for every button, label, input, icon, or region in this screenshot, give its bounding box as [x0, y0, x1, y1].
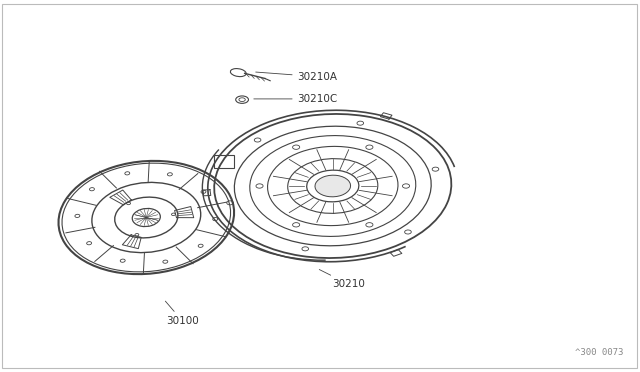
Text: ^300 0073: ^300 0073: [575, 348, 623, 357]
Text: 30100: 30100: [165, 301, 199, 326]
Text: 30210: 30210: [319, 270, 365, 289]
Ellipse shape: [315, 175, 351, 197]
Text: 30210A: 30210A: [256, 72, 338, 82]
Text: 30210C: 30210C: [254, 94, 338, 104]
